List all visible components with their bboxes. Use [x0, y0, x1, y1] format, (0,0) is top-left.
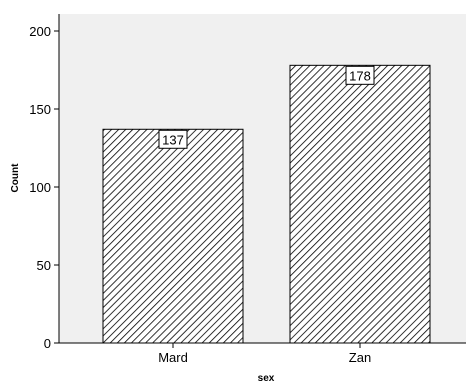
bar-zan — [289, 64, 431, 344]
y-tick-label: 100 — [29, 180, 51, 195]
y-tick-label: 150 — [29, 102, 51, 117]
data-label-box — [158, 129, 188, 149]
bars-group — [102, 64, 431, 344]
y-tick-label: 0 — [44, 336, 51, 351]
y-tick-label: 50 — [37, 258, 51, 273]
data-label: 137 — [162, 132, 184, 147]
data-labels-group: 137 178 — [158, 65, 375, 149]
data-label: 178 — [349, 68, 371, 83]
x-axis-title: sex — [258, 373, 275, 383]
x-tick-label: Zan — [349, 350, 371, 365]
bar-mard — [102, 128, 244, 344]
x-ticks-group: Mard Zan — [158, 343, 371, 365]
data-label-box — [345, 65, 375, 85]
x-tick-label: Mard — [158, 350, 188, 365]
y-axis-title: Count — [10, 163, 21, 193]
y-tick-label: 200 — [29, 24, 51, 39]
y-ticks-group: 0 50 100 150 200 — [29, 24, 59, 351]
